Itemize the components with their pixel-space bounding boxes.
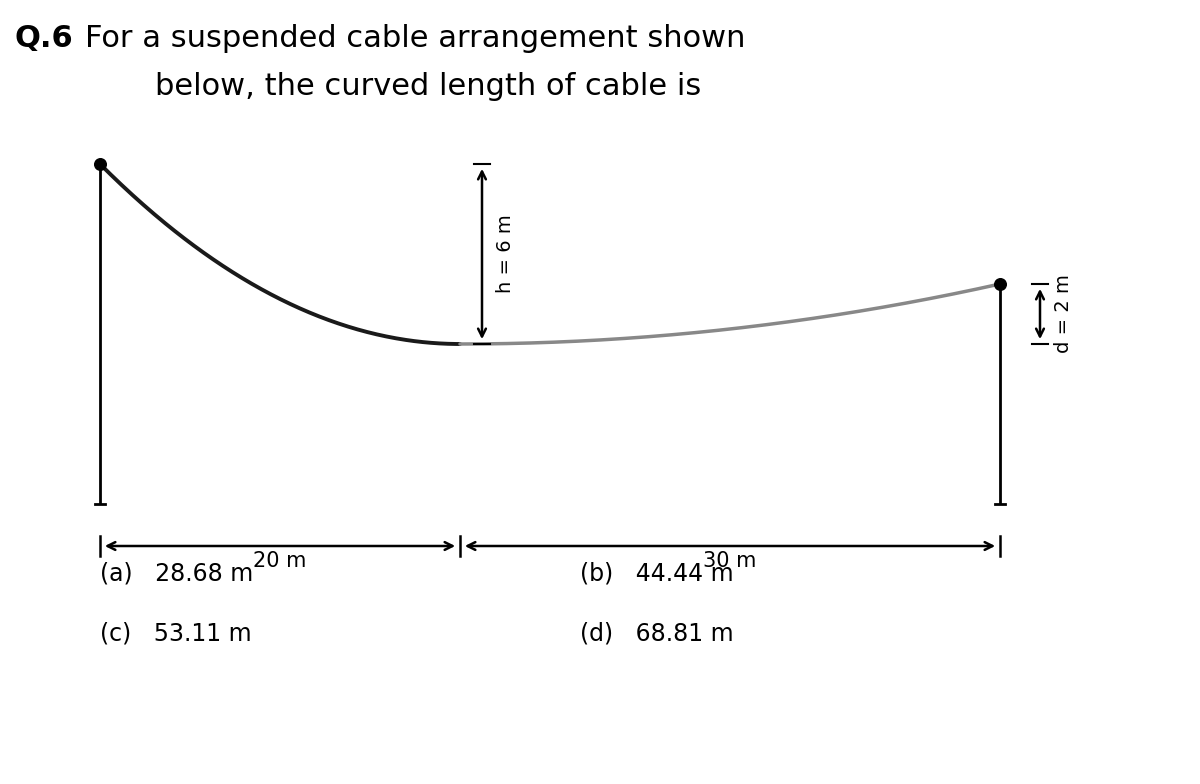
Point: [90, 158, 109, 170]
Text: For a suspended cable arrangement shown: For a suspended cable arrangement shown: [85, 24, 745, 53]
Text: below, the curved length of cable is: below, the curved length of cable is: [155, 72, 701, 101]
Point: [990, 278, 1009, 290]
Text: 30 m: 30 m: [703, 551, 757, 571]
Text: 20 m: 20 m: [253, 551, 307, 571]
Text: d = 2 m: d = 2 m: [1054, 274, 1073, 354]
Text: Q.6: Q.6: [14, 24, 73, 53]
Text: (a)   28.68 m: (a) 28.68 m: [100, 562, 253, 586]
Text: (c)   53.11 m: (c) 53.11 m: [100, 622, 252, 646]
Text: (b)   44.44 m: (b) 44.44 m: [580, 562, 733, 586]
Text: h = 6 m: h = 6 m: [496, 215, 515, 293]
Text: (d)   68.81 m: (d) 68.81 m: [580, 622, 733, 646]
